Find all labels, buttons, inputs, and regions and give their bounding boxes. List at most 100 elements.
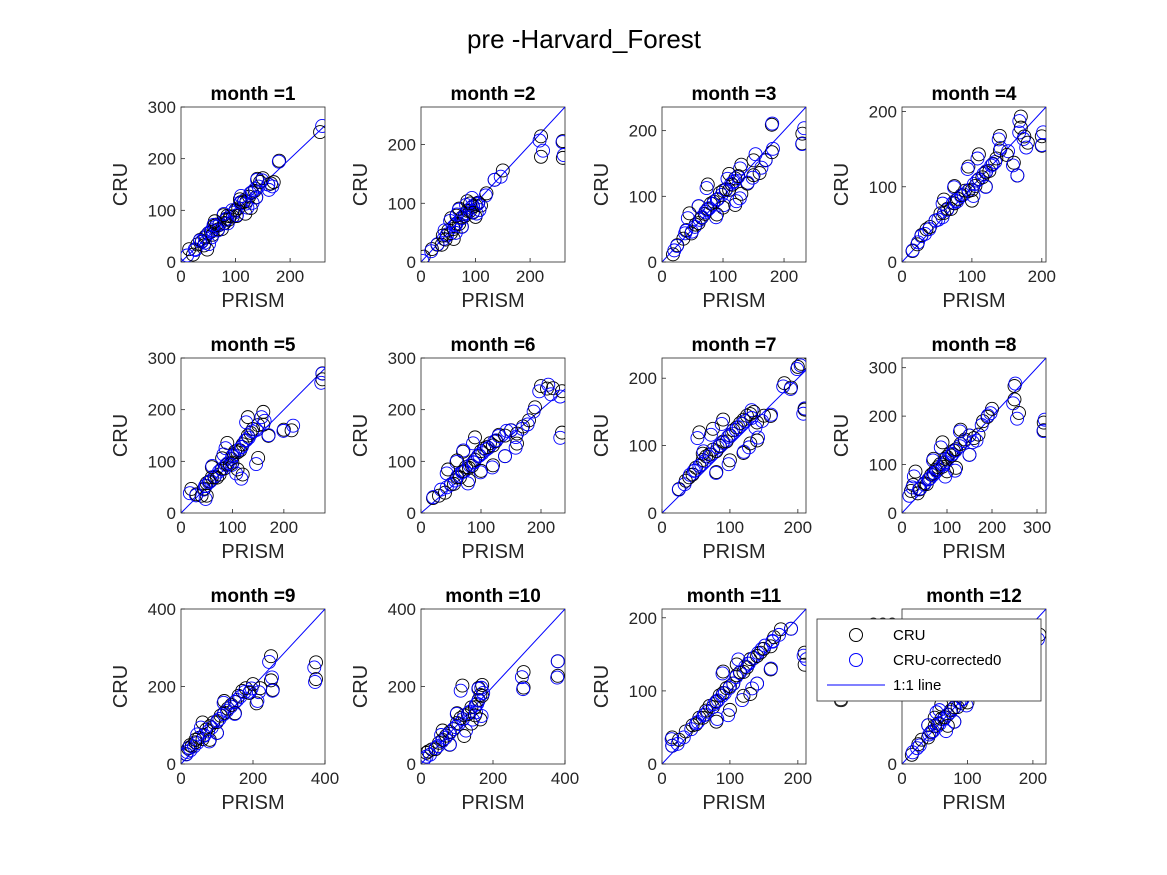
cru-corrected-point xyxy=(241,430,256,445)
cru-corrected-point xyxy=(793,358,806,373)
cru-corrected-point xyxy=(1037,412,1046,427)
cru-corrected-point xyxy=(485,460,500,475)
axes-box xyxy=(661,357,807,514)
cru-corrected-point xyxy=(472,203,487,217)
cru-point xyxy=(935,435,950,450)
x-tick-label: 0 xyxy=(176,769,185,788)
panel-month-10: 0 200 400 0 200 400 month =10 PRISM CRU xyxy=(350,586,579,814)
cru-corrected-point xyxy=(421,749,434,764)
cru-point xyxy=(446,232,461,246)
cru-corrected-point xyxy=(474,708,489,723)
cru-corrected-point xyxy=(932,703,947,718)
cru-corrected-point xyxy=(234,471,249,486)
cru-corrected-point xyxy=(449,455,464,470)
y-axis-label: CRU xyxy=(591,665,613,708)
cru-corrected-point xyxy=(671,482,686,497)
cru-corrected-point xyxy=(742,440,756,455)
x-axis-label: PRISM xyxy=(461,541,524,563)
y-tick-label: 200 xyxy=(388,136,416,155)
cru-corrected-point xyxy=(206,217,221,232)
x-tick-label: 100 xyxy=(716,518,744,537)
cru-corrected-point xyxy=(776,379,791,394)
cru-corrected-point xyxy=(210,223,225,238)
y-axis-label: CRU xyxy=(350,665,372,708)
x-tick-label: 100 xyxy=(716,769,744,788)
x-tick-label: 100 xyxy=(467,518,495,537)
cru-corrected-point xyxy=(520,417,535,432)
x-tick-label: 300 xyxy=(1023,518,1051,537)
x-axis-label: PRISM xyxy=(942,541,1005,563)
x-tick-label: 0 xyxy=(416,518,425,537)
cru-corrected-point xyxy=(962,448,977,462)
cru-corrected-point xyxy=(764,661,778,676)
cru-corrected-point xyxy=(536,143,550,158)
cru-point xyxy=(746,153,761,168)
cru-corrected-point xyxy=(939,724,953,739)
y-tick-label: 0 xyxy=(407,504,416,523)
cru-corrected-point xyxy=(684,224,699,239)
cru-corrected-point xyxy=(553,389,565,404)
cru-corrected-point xyxy=(491,429,506,443)
x-tick-label: 0 xyxy=(657,267,666,286)
cru-point xyxy=(453,711,468,726)
cru-corrected-point xyxy=(257,413,272,428)
x-axis-label: PRISM xyxy=(221,290,284,312)
cru-corrected-point xyxy=(952,424,967,439)
cru-corrected-point xyxy=(182,486,197,501)
cru-corrected-point xyxy=(466,436,480,451)
cru-corrected-point xyxy=(721,457,736,472)
cru-corrected-point xyxy=(790,362,805,377)
cru-corrected-point xyxy=(691,199,706,214)
x-tick-label: 0 xyxy=(897,518,906,537)
cru-corrected-point xyxy=(1008,376,1023,391)
cru-corrected-point xyxy=(912,738,927,753)
cru-corrected-point xyxy=(738,414,753,428)
cru-corrected-point xyxy=(694,457,709,472)
cru-corrected-point xyxy=(454,219,469,234)
cru-corrected-point xyxy=(244,681,259,696)
legend-entry-label: CRU xyxy=(893,627,926,644)
cru-corrected-point xyxy=(745,681,760,696)
panel-title: month =8 xyxy=(932,335,1017,356)
cru-point xyxy=(238,206,253,221)
cru-corrected-point xyxy=(456,443,471,458)
y-tick-label: 200 xyxy=(148,401,176,420)
cru-corrected-point xyxy=(902,488,917,503)
cru-corrected-point xyxy=(237,685,252,700)
cru-point xyxy=(743,687,758,701)
cru-corrected-point xyxy=(966,177,981,192)
cru-point xyxy=(463,196,478,211)
cru-point xyxy=(495,163,510,178)
cru-corrected-point xyxy=(229,466,244,481)
y-axis-label: CRU xyxy=(110,665,132,708)
cru-corrected-point xyxy=(516,682,531,697)
x-tick-label: 0 xyxy=(897,769,906,788)
cru-corrected-point xyxy=(935,210,950,225)
cru-corrected-point xyxy=(910,741,924,756)
cru-corrected-point xyxy=(514,670,529,685)
cru-point xyxy=(555,384,565,399)
cru-corrected-point xyxy=(192,233,207,248)
x-tick-label: 100 xyxy=(933,518,961,537)
y-tick-label: 100 xyxy=(388,194,416,213)
cru-corrected-point xyxy=(434,728,449,742)
x-tick-label: 100 xyxy=(218,518,246,537)
x-tick-label: 100 xyxy=(709,267,737,286)
cru-corrected-point xyxy=(249,190,264,205)
cru-corrected-point xyxy=(797,121,806,136)
cru-point xyxy=(692,425,707,440)
cru-point xyxy=(256,404,271,419)
cru-corrected-point xyxy=(715,666,730,681)
cru-point xyxy=(188,732,203,747)
panel-title: month =9 xyxy=(211,586,296,607)
panels-grid: 0 100 200 0 100 200 300 month =1 PRISM CRU 0 100 200… xyxy=(110,84,1056,814)
legend[interactable]: CRU CRU-corrected0 1:1 line xyxy=(816,618,1042,702)
cru-point xyxy=(968,178,983,193)
cru-point xyxy=(457,729,472,743)
cru-corrected-point xyxy=(948,463,963,478)
y-tick-label: 200 xyxy=(148,150,176,169)
cru-corrected-point xyxy=(453,683,468,698)
cru-corrected-point xyxy=(740,175,755,190)
cru-corrected-point xyxy=(922,727,937,742)
cru-point xyxy=(971,427,986,442)
